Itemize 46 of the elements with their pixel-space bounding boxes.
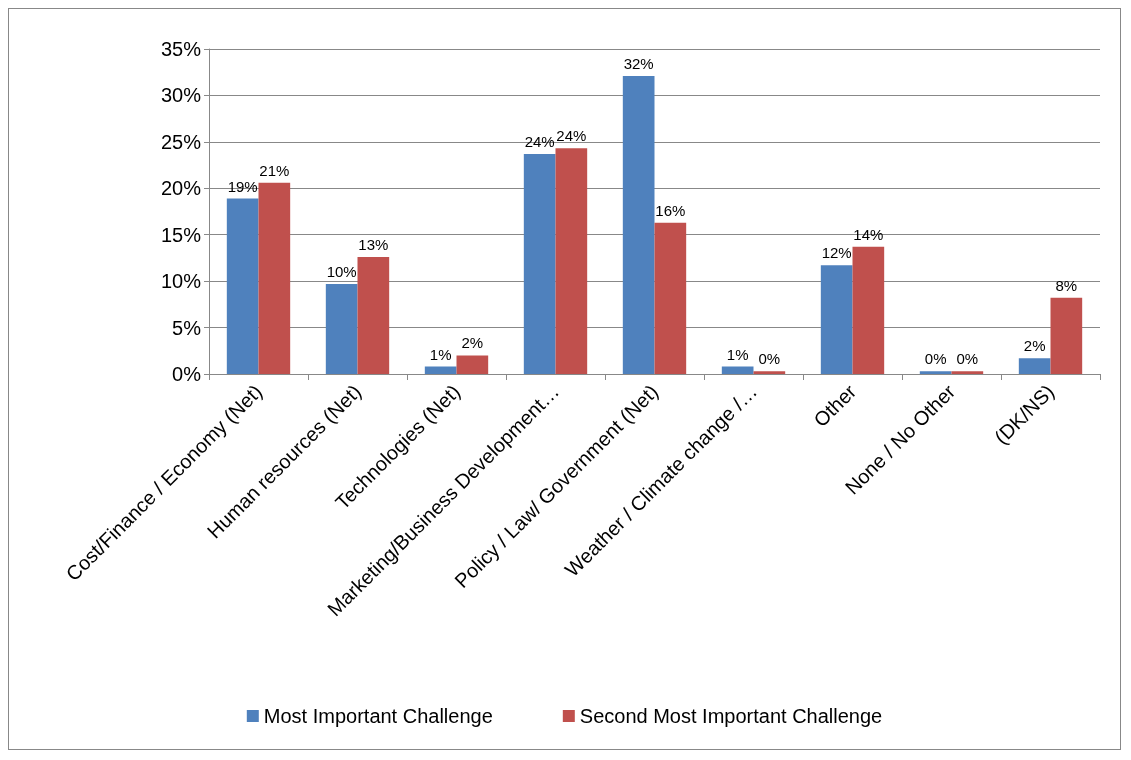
bar xyxy=(325,283,358,374)
legend-label: Second Most Important Challenge xyxy=(579,705,883,727)
y-tick-label: 10% xyxy=(160,270,202,293)
y-tick-label: 15% xyxy=(160,223,202,246)
bar xyxy=(226,198,259,374)
y-tick-label: 30% xyxy=(160,84,202,107)
bar xyxy=(1050,297,1083,374)
bar xyxy=(753,371,786,374)
bar xyxy=(654,222,687,374)
bar xyxy=(721,366,754,374)
y-tick-label: 25% xyxy=(160,130,202,153)
data-label: 16% xyxy=(655,201,686,219)
y-tick-label: 5% xyxy=(172,316,202,339)
data-label: 1% xyxy=(726,345,749,363)
data-label: 13% xyxy=(358,236,389,253)
bar xyxy=(555,148,588,374)
data-label: 19% xyxy=(227,177,258,195)
bar xyxy=(523,153,556,374)
data-label: 0% xyxy=(758,350,781,368)
data-label: 14% xyxy=(853,225,884,243)
bar xyxy=(258,182,291,374)
data-label: 8% xyxy=(1055,276,1078,294)
data-label: 10% xyxy=(326,262,357,280)
bar xyxy=(456,355,489,374)
y-tick-label: 20% xyxy=(160,177,202,200)
data-label: 0% xyxy=(956,350,979,368)
data-label: 24% xyxy=(556,127,587,145)
bar xyxy=(820,265,853,374)
data-label: 21% xyxy=(259,161,290,179)
data-label: 1% xyxy=(429,345,452,363)
bar xyxy=(951,371,984,374)
bar xyxy=(424,366,457,374)
data-label: 12% xyxy=(821,244,852,262)
bar xyxy=(852,246,885,374)
legend-label: Most Important Challenge xyxy=(263,705,493,727)
bar xyxy=(919,371,952,374)
y-tick-label: 35% xyxy=(160,38,202,60)
data-label: 0% xyxy=(924,350,947,368)
data-label: 24% xyxy=(524,132,555,150)
data-label: 32% xyxy=(623,54,654,72)
y-tick-label: 0% xyxy=(172,363,202,385)
bar xyxy=(1018,358,1051,374)
bar xyxy=(357,257,390,374)
data-label: 2% xyxy=(1023,337,1046,355)
data-label: 2% xyxy=(461,334,484,352)
bar xyxy=(622,75,655,374)
